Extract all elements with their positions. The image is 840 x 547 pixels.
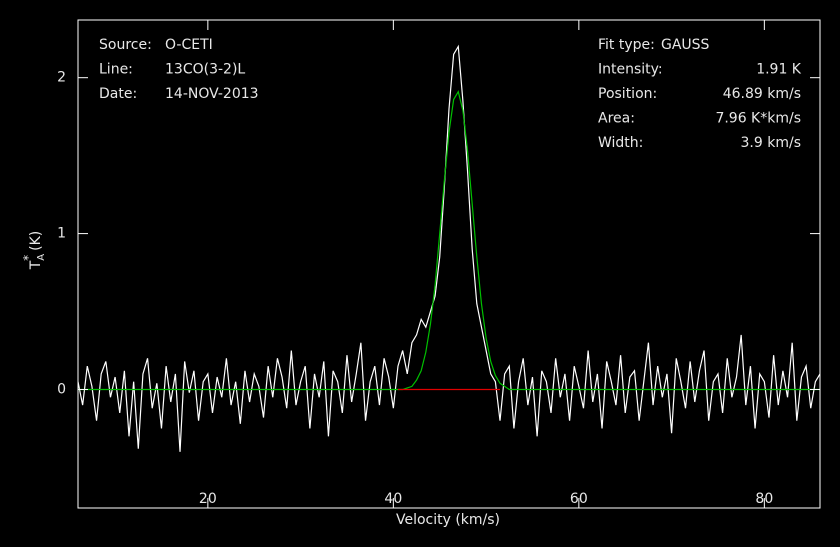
info-label: Date:	[99, 86, 137, 102]
fit-label: Intensity:	[598, 62, 663, 78]
y-tick-label: 2	[57, 70, 66, 86]
fit-value: 1.91 K	[756, 62, 802, 78]
y-label-base: T	[28, 260, 44, 270]
info-label: Line:	[99, 62, 133, 78]
fit-value: 3.9 km/s	[741, 135, 801, 151]
fit-value: 7.96 K*km/s	[715, 111, 801, 127]
series-line	[78, 44, 820, 452]
y-tick-label: 0	[57, 382, 66, 398]
info-value: 14-NOV-2013	[165, 86, 259, 102]
y-label-unit: (K)	[28, 231, 44, 251]
info-value: 13CO(3-2)L	[165, 62, 245, 78]
x-tick-label: 20	[199, 491, 217, 507]
x-tick-label: 80	[755, 491, 773, 507]
fit-label: Fit type:	[598, 37, 655, 53]
plot-area	[78, 44, 820, 452]
x-axis-label: Velocity (km/s)	[396, 512, 500, 528]
series-line	[78, 90, 820, 391]
y-label-sub: A	[36, 254, 47, 261]
fit-label: Area:	[598, 111, 635, 127]
fit-value: 46.89 km/s	[723, 86, 801, 102]
frame	[77, 19, 821, 509]
y-axis-label: TA* (K)	[21, 231, 48, 271]
x-tick-label: 60	[570, 491, 588, 507]
info-value: O-CETI	[165, 37, 213, 53]
fit-label: Position:	[598, 86, 657, 102]
y-label-sup: *	[21, 255, 35, 261]
fit-label: Width:	[598, 135, 643, 151]
fit-value: GAUSS	[661, 37, 710, 53]
info-label: Source:	[99, 37, 152, 53]
x-tick-label: 40	[384, 491, 402, 507]
y-tick-label: 1	[57, 226, 66, 242]
